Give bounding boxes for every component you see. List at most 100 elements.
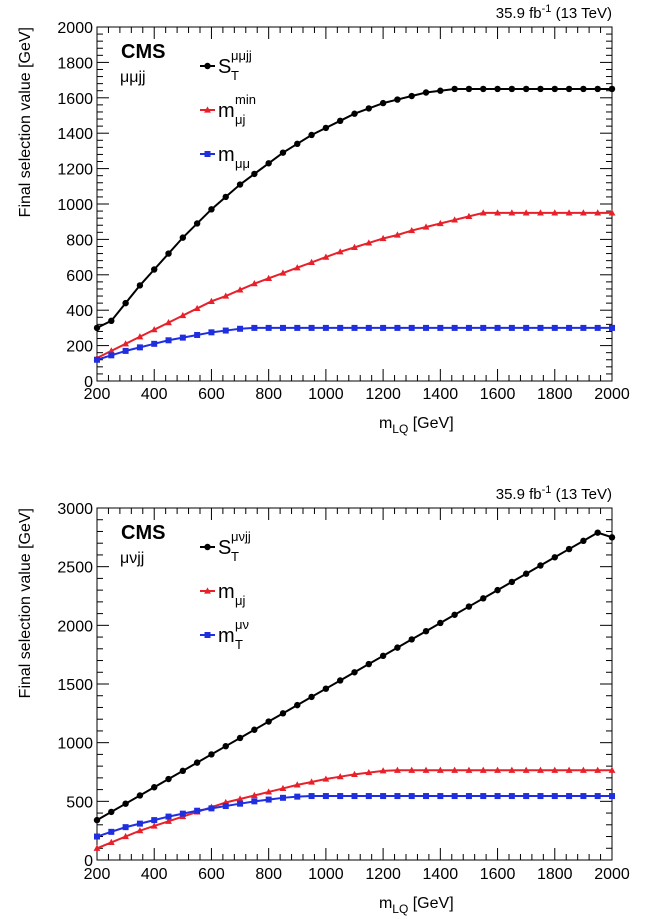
- legend-marker: [204, 62, 211, 70]
- data-point: [408, 92, 415, 100]
- series-1: [93, 85, 616, 332]
- data-point: [437, 324, 444, 331]
- data-point: [379, 234, 387, 242]
- data-point: [108, 352, 115, 359]
- legend-label-sup: μνjj: [231, 529, 251, 544]
- series-line: [96, 326, 612, 361]
- data-point: [351, 324, 358, 331]
- data-point: [351, 669, 358, 676]
- data-point: [522, 85, 530, 93]
- chart-panel-1: 200 400 600 800 1000 1200 1400 1600 1800 20000200…: [17, 3, 630, 436]
- data-point: [608, 85, 616, 93]
- data-point: [537, 324, 544, 331]
- data-point: [594, 529, 601, 536]
- data-point: [537, 209, 544, 216]
- data-point: [537, 85, 544, 93]
- data-point: [150, 326, 158, 333]
- y-tick-label: 3000: [57, 501, 93, 518]
- data-point: [580, 793, 587, 800]
- data-point: [337, 324, 344, 331]
- data-point: [479, 766, 487, 773]
- x-tick-label: 800: [255, 866, 282, 883]
- data-point: [222, 742, 229, 750]
- y-tick-label: 1400: [57, 126, 93, 143]
- data-point: [508, 85, 516, 93]
- data-point: [151, 266, 158, 273]
- data-point: [94, 833, 100, 840]
- data-point: [451, 766, 459, 773]
- data-point: [236, 181, 244, 188]
- data-point: [308, 131, 315, 139]
- data-point: [508, 578, 516, 586]
- y-tick-label: 1800: [57, 55, 93, 72]
- data-point: [594, 793, 601, 800]
- data-point: [250, 280, 258, 287]
- x-tick-label: 800: [255, 386, 282, 403]
- data-point: [408, 636, 415, 643]
- data-point: [437, 619, 444, 627]
- data-point: [394, 644, 401, 651]
- data-point: [265, 324, 272, 331]
- legend-label-main: S: [218, 56, 231, 78]
- data-point: [365, 768, 373, 776]
- data-point: [480, 793, 487, 800]
- data-point: [580, 324, 587, 331]
- data-point: [365, 239, 373, 246]
- x-tick-label: 200: [84, 386, 111, 403]
- data-point: [294, 701, 301, 709]
- data-point: [194, 807, 201, 814]
- data-point: [308, 324, 315, 331]
- legend-entry-3: mμν T: [200, 617, 249, 652]
- data-point: [494, 209, 501, 216]
- data-point: [422, 89, 430, 96]
- data-point: [465, 603, 473, 610]
- x-tick-label: 1600: [480, 386, 516, 403]
- x-tick-label: 1200: [365, 866, 401, 883]
- legend-entry-3: m μμ: [200, 144, 250, 171]
- data-point: [551, 793, 558, 800]
- channel-label: μνjj: [120, 550, 144, 567]
- data-point: [394, 324, 401, 331]
- data-point: [179, 234, 187, 241]
- data-point: [523, 793, 530, 800]
- data-point: [279, 324, 286, 331]
- data-point: [365, 793, 372, 800]
- legend-label-main: m: [218, 100, 235, 122]
- y-tick-label: 500: [66, 794, 93, 811]
- data-point: [609, 793, 615, 800]
- series-line: [96, 795, 612, 838]
- y-tick-label: 0: [84, 853, 93, 870]
- series-line: [96, 87, 612, 329]
- experiment-label: CMS: [121, 522, 165, 544]
- legend-label-main: m: [218, 581, 235, 603]
- data-point: [609, 324, 615, 331]
- data-point: [136, 333, 144, 340]
- y-tick-label: 200: [66, 339, 93, 356]
- chart-panel-2: 200 400 600 800 1000 1200 1400 1600 1800 2000 0 500…: [17, 484, 630, 916]
- legend-label-sub: μj: [235, 112, 245, 127]
- data-point: [94, 356, 100, 363]
- data-point: [236, 734, 244, 742]
- data-point: [136, 820, 143, 827]
- x-axis-title: mLQ [GeV]: [379, 895, 454, 916]
- data-point: [351, 243, 358, 250]
- lumi-label: 35.9 fb-1 (13 TeV): [496, 484, 612, 503]
- lumi-label: 35.9 fb-1 (13 TeV): [496, 3, 612, 22]
- x-tick-label: 200: [84, 866, 111, 883]
- data-point: [236, 795, 244, 802]
- data-point: [208, 805, 215, 812]
- data-point: [165, 337, 172, 344]
- data-point: [594, 209, 602, 216]
- data-point: [93, 844, 101, 851]
- y-axis-title: Final selection value [GeV]: [17, 27, 34, 217]
- data-point: [465, 766, 473, 773]
- data-point: [151, 784, 158, 791]
- series-2: [93, 766, 616, 851]
- series-3: [94, 324, 615, 363]
- data-point: [379, 652, 387, 660]
- data-point: [351, 793, 358, 800]
- data-point: [351, 770, 358, 777]
